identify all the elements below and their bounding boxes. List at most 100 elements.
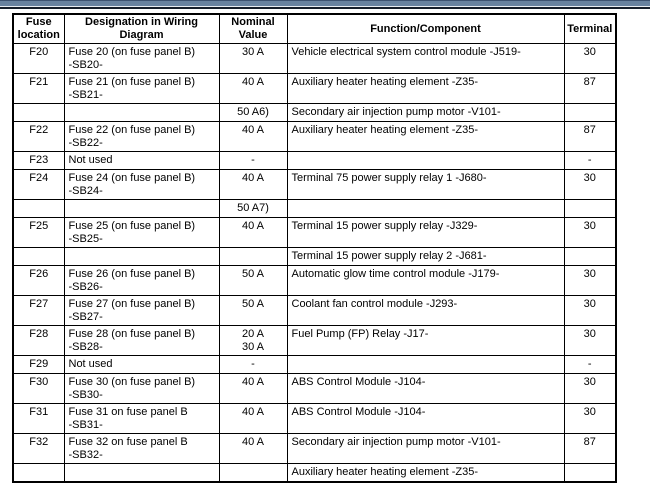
cell-fuse-location — [12, 463, 65, 483]
cell-nominal-value: 40 A — [218, 73, 288, 104]
cell-function-component — [286, 199, 565, 218]
column-header: Nominal Value — [218, 13, 288, 44]
cell-nominal-value — [218, 247, 288, 266]
cell-function-component: Auxiliary heater heating element -Z35- — [286, 463, 565, 483]
cell-designation — [63, 247, 220, 266]
cell-terminal — [563, 247, 617, 266]
cell-designation — [63, 463, 220, 483]
table-row: 50 A6) Secondary air injection pump motor… — [12, 103, 617, 122]
cell-function-component: Vehicle electrical system control module… — [286, 43, 565, 74]
cell-fuse-location: F28 — [12, 325, 65, 356]
cell-function-component — [286, 355, 565, 374]
cell-function-component: Coolant fan control module -J293- — [286, 295, 565, 326]
fuse-assignment-table: Fuse location Designation in Wiring Diagr… — [12, 13, 617, 483]
table-row: 50 A7) — [12, 199, 617, 218]
cell-fuse-location: F29 — [12, 355, 65, 374]
cell-fuse-location: F32 — [12, 433, 65, 464]
cell-fuse-location: F20 — [12, 43, 65, 74]
cell-designation — [63, 199, 220, 218]
cell-function-component: Auxiliary heater heating element -Z35- — [286, 73, 565, 104]
cell-terminal: - — [563, 355, 617, 374]
cell-designation: Fuse 24 (on fuse panel B) -SB24- — [63, 169, 220, 200]
column-header: Function/Component — [286, 13, 565, 44]
cell-nominal-value: 50 A6) — [218, 103, 288, 122]
cell-function-component: ABS Control Module -J104- — [286, 373, 565, 404]
cell-nominal-value: 40 A — [218, 373, 288, 404]
cell-nominal-value: 20 A 30 A — [218, 325, 288, 356]
cell-function-component: Fuel Pump (FP) Relay -J17- — [286, 325, 565, 356]
column-header: Fuse location — [12, 13, 65, 44]
cell-terminal: 30 — [563, 169, 617, 200]
cell-nominal-value: - — [218, 355, 288, 374]
cell-terminal: 87 — [563, 433, 617, 464]
cell-function-component: Secondary air injection pump motor -V101… — [286, 433, 565, 464]
cell-fuse-location — [12, 247, 65, 266]
cell-designation — [63, 103, 220, 122]
cell-nominal-value: 30 A — [218, 43, 288, 74]
cell-designation: Fuse 26 (on fuse panel B) -SB26- — [63, 265, 220, 296]
table-row: F23 Not used - - — [12, 151, 617, 170]
cell-fuse-location: F30 — [12, 373, 65, 404]
cell-fuse-location: F26 — [12, 265, 65, 296]
window-edge-bar — [0, 0, 650, 9]
cell-designation: Fuse 30 (on fuse panel B) -SB30- — [63, 373, 220, 404]
cell-designation: Fuse 27 (on fuse panel B) -SB27- — [63, 295, 220, 326]
cell-terminal: 30 — [563, 325, 617, 356]
cell-nominal-value: 40 A — [218, 121, 288, 152]
cell-designation: Fuse 22 (on fuse panel B) -SB22- — [63, 121, 220, 152]
cell-terminal — [563, 199, 617, 218]
cell-terminal: 30 — [563, 403, 617, 434]
cell-terminal — [563, 463, 617, 483]
cell-terminal — [563, 103, 617, 122]
cell-designation: Fuse 25 (on fuse panel B) -SB25- — [63, 217, 220, 248]
cell-fuse-location: F21 — [12, 73, 65, 104]
cell-designation: Fuse 32 on fuse panel B -SB32- — [63, 433, 220, 464]
column-header: Terminal — [563, 13, 617, 44]
table-row: F31 Fuse 31 on fuse panel B -SB31- 40 A ABS… — [12, 403, 617, 434]
cell-nominal-value: 40 A — [218, 433, 288, 464]
cell-fuse-location: F24 — [12, 169, 65, 200]
cell-terminal: - — [563, 151, 617, 170]
cell-designation: Not used — [63, 355, 220, 374]
cell-fuse-location — [12, 199, 65, 218]
cell-designation: Fuse 20 (on fuse panel B) -SB20- — [63, 43, 220, 74]
cell-fuse-location: F31 — [12, 403, 65, 434]
table-row: F32 Fuse 32 on fuse panel B -SB32- 40 A Sec… — [12, 433, 617, 464]
cell-terminal: 30 — [563, 265, 617, 296]
table-row: Auxiliary heater heating element -Z35- — [12, 463, 617, 483]
cell-nominal-value: 50 A — [218, 265, 288, 296]
cell-function-component: Terminal 15 power supply relay -J329- — [286, 217, 565, 248]
cell-fuse-location — [12, 103, 65, 122]
cell-function-component: Secondary air injection pump motor -V101… — [286, 103, 565, 122]
cell-function-component: Auxiliary heater heating element -Z35- — [286, 121, 565, 152]
cell-designation: Fuse 21 (on fuse panel B) -SB21- — [63, 73, 220, 104]
cell-function-component: Terminal 15 power supply relay 2 -J681- — [286, 247, 565, 266]
cell-terminal: 30 — [563, 295, 617, 326]
document-page: Fuse location Designation in Wiring Diagr… — [12, 13, 617, 483]
cell-function-component: Automatic glow time control module -J179… — [286, 265, 565, 296]
table-row: Terminal 15 power supply relay 2 -J681- — [12, 247, 617, 266]
cell-terminal: 30 — [563, 373, 617, 404]
cell-terminal: 30 — [563, 43, 617, 74]
cell-fuse-location: F23 — [12, 151, 65, 170]
cell-designation: Not used — [63, 151, 220, 170]
cell-nominal-value: 40 A — [218, 169, 288, 200]
header-row: Fuse location Designation in Wiring Diagr… — [12, 13, 617, 44]
cell-function-component: ABS Control Module -J104- — [286, 403, 565, 434]
column-header: Designation in Wiring Diagram — [63, 13, 220, 44]
cell-nominal-value: 40 A — [218, 217, 288, 248]
cell-terminal: 87 — [563, 121, 617, 152]
cell-designation: Fuse 28 (on fuse panel B) -SB28- — [63, 325, 220, 356]
cell-nominal-value: - — [218, 151, 288, 170]
table-row: F29 Not used - - — [12, 355, 617, 374]
cell-function-component: Terminal 75 power supply relay 1 -J680- — [286, 169, 565, 200]
cell-function-component — [286, 151, 565, 170]
cell-terminal: 30 — [563, 217, 617, 248]
